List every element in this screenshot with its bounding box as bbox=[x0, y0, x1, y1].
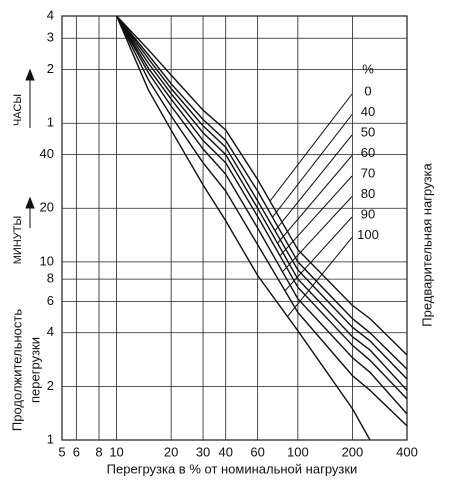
legend-label: 50 bbox=[361, 124, 375, 139]
y-unit-hours: ЧАСЫ bbox=[12, 94, 24, 126]
curve bbox=[116, 15, 408, 380]
leader-line bbox=[272, 114, 353, 218]
legend-label: 90 bbox=[361, 206, 375, 221]
x-tick-label: 30 bbox=[196, 444, 210, 459]
x-tick-label: 400 bbox=[396, 444, 418, 459]
leader-line bbox=[282, 196, 353, 273]
leader-line bbox=[284, 216, 353, 292]
x-tick-label: 6 bbox=[73, 444, 80, 459]
x-tick-label: 8 bbox=[95, 444, 102, 459]
curve bbox=[115, 15, 408, 415]
x-tick-label: 60 bbox=[250, 444, 264, 459]
y-tick-label: 8 bbox=[47, 271, 54, 286]
plot-frame bbox=[61, 15, 408, 441]
y-tick-label: 4 bbox=[47, 7, 54, 22]
curve bbox=[116, 15, 408, 370]
y-tick-label: 2 bbox=[47, 378, 54, 393]
leader-line bbox=[277, 155, 353, 244]
legend-label: 0 bbox=[364, 83, 371, 98]
x-tick-label: 40 bbox=[218, 444, 232, 459]
leader-line bbox=[279, 175, 353, 257]
curve bbox=[116, 15, 408, 400]
legend-label: 40 bbox=[361, 104, 375, 119]
legend-label: 80 bbox=[361, 186, 375, 201]
y-tick-label: 2 bbox=[47, 61, 54, 76]
x-tick-label: 200 bbox=[342, 444, 364, 459]
leader-line bbox=[287, 237, 353, 317]
y-axis-label: Продолжительность bbox=[9, 309, 24, 431]
x-tick-label: 5 bbox=[58, 444, 65, 459]
leader-line bbox=[269, 93, 353, 202]
x-tick-label: 100 bbox=[287, 444, 309, 459]
y-axis-label: перегрузки bbox=[27, 337, 42, 403]
y-tick-label: 20 bbox=[40, 200, 54, 215]
leader-line bbox=[274, 134, 353, 232]
legend-label: 100 bbox=[357, 227, 379, 242]
y-tick-label: 3 bbox=[47, 30, 54, 45]
y-unit-minutes: МИНУТЫ bbox=[12, 216, 24, 264]
legend-label: 60 bbox=[361, 145, 375, 160]
x-axis-label: Перегрузка в % от номинальной нагрузки bbox=[107, 461, 358, 476]
x-tick-label: 20 bbox=[164, 444, 178, 459]
curve bbox=[116, 15, 408, 391]
unit-arrows bbox=[25, 68, 35, 228]
y-tick-label: 6 bbox=[47, 293, 54, 308]
curve bbox=[115, 15, 371, 441]
legend-label: 70 bbox=[361, 165, 375, 180]
curve bbox=[116, 15, 408, 356]
legend-header: % bbox=[362, 61, 374, 76]
y-tick-label: 1 bbox=[47, 431, 54, 446]
y-tick-label: 10 bbox=[40, 253, 54, 268]
x-tick-label: 10 bbox=[109, 444, 123, 459]
y-tick-label: 1 bbox=[47, 115, 54, 130]
curve bbox=[115, 15, 408, 427]
y-tick-label: 4 bbox=[47, 324, 54, 339]
legend-title: Предварительная нагрузка bbox=[419, 162, 434, 326]
y-tick-label: 40 bbox=[40, 146, 54, 161]
